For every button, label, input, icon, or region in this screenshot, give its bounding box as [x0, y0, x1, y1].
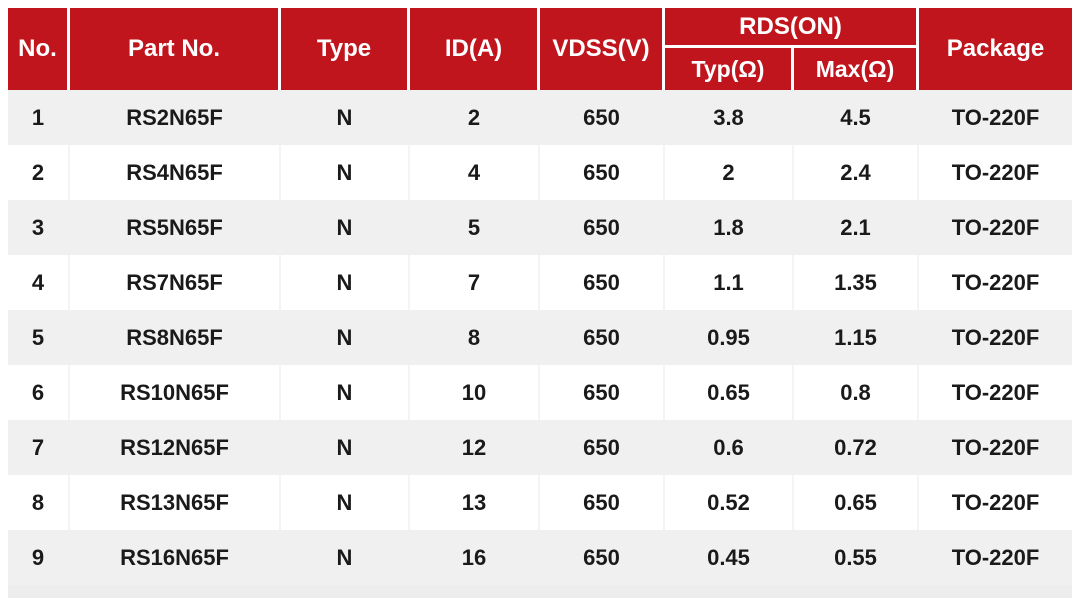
cell-rds-typ: 0.45 — [665, 530, 794, 585]
cell-part-no: RS7N65F — [70, 255, 281, 310]
cell-part-no: RS10N65F — [70, 365, 281, 420]
cell-vdss-v: 650 — [540, 420, 665, 475]
table-row: 7 RS12N65F N 12 650 0.6 0.72 TO-220F — [8, 420, 1072, 475]
mosfet-spec-table: No. Part No. Type ID(A) VDSS(V) RDS(ON) … — [8, 8, 1072, 585]
cell-vdss-v: 650 — [540, 200, 665, 255]
cell-no: 5 — [8, 310, 70, 365]
cell-rds-max: 0.72 — [794, 420, 919, 475]
cell-package: TO-220F — [919, 90, 1072, 145]
column-header-vdss-v: VDSS(V) — [540, 8, 665, 90]
cell-id-a: 16 — [410, 530, 540, 585]
cell-type: N — [281, 530, 410, 585]
cell-no: 4 — [8, 255, 70, 310]
cell-vdss-v: 650 — [540, 90, 665, 145]
cell-rds-max: 2.1 — [794, 200, 919, 255]
cell-rds-max: 0.55 — [794, 530, 919, 585]
cell-id-a: 13 — [410, 475, 540, 530]
cell-part-no: RS4N65F — [70, 145, 281, 200]
cell-package: TO-220F — [919, 200, 1072, 255]
table-row: 8 RS13N65F N 13 650 0.52 0.65 TO-220F — [8, 475, 1072, 530]
column-header-id-a: ID(A) — [410, 8, 540, 90]
cell-no: 3 — [8, 200, 70, 255]
cell-type: N — [281, 475, 410, 530]
cell-type: N — [281, 310, 410, 365]
cell-part-no: RS13N65F — [70, 475, 281, 530]
cell-rds-max: 0.8 — [794, 365, 919, 420]
cell-rds-typ: 1.1 — [665, 255, 794, 310]
cell-id-a: 8 — [410, 310, 540, 365]
cell-type: N — [281, 200, 410, 255]
cell-id-a: 4 — [410, 145, 540, 200]
cell-rds-max: 1.35 — [794, 255, 919, 310]
cell-rds-typ: 3.8 — [665, 90, 794, 145]
cell-rds-typ: 0.65 — [665, 365, 794, 420]
cell-package: TO-220F — [919, 475, 1072, 530]
cell-part-no: RS16N65F — [70, 530, 281, 585]
column-header-package: Package — [919, 8, 1072, 90]
cell-part-no: RS12N65F — [70, 420, 281, 475]
column-header-rds-on: RDS(ON) — [665, 8, 919, 48]
table-row: 5 RS8N65F N 8 650 0.95 1.15 TO-220F — [8, 310, 1072, 365]
column-header-type: Type — [281, 8, 410, 90]
cell-id-a: 5 — [410, 200, 540, 255]
cell-package: TO-220F — [919, 530, 1072, 585]
cell-rds-max: 1.15 — [794, 310, 919, 365]
cell-package: TO-220F — [919, 255, 1072, 310]
cell-part-no: RS2N65F — [70, 90, 281, 145]
cell-no: 8 — [8, 475, 70, 530]
cell-no: 7 — [8, 420, 70, 475]
table-row: 9 RS16N65F N 16 650 0.45 0.55 TO-220F — [8, 530, 1072, 585]
column-header-part-no: Part No. — [70, 8, 281, 90]
cropped-next-row-strip — [8, 585, 1072, 598]
cell-type: N — [281, 145, 410, 200]
cell-package: TO-220F — [919, 420, 1072, 475]
cell-type: N — [281, 255, 410, 310]
cell-type: N — [281, 90, 410, 145]
cell-rds-typ: 0.95 — [665, 310, 794, 365]
cell-no: 1 — [8, 90, 70, 145]
cell-package: TO-220F — [919, 310, 1072, 365]
cell-vdss-v: 650 — [540, 310, 665, 365]
cell-vdss-v: 650 — [540, 365, 665, 420]
cell-type: N — [281, 365, 410, 420]
cell-rds-max: 4.5 — [794, 90, 919, 145]
cell-id-a: 12 — [410, 420, 540, 475]
cell-rds-typ: 1.8 — [665, 200, 794, 255]
column-header-typ-ohm: Typ(Ω) — [665, 48, 794, 90]
table-row: 4 RS7N65F N 7 650 1.1 1.35 TO-220F — [8, 255, 1072, 310]
cell-id-a: 7 — [410, 255, 540, 310]
cell-part-no: RS8N65F — [70, 310, 281, 365]
table-header: No. Part No. Type ID(A) VDSS(V) RDS(ON) … — [8, 8, 1072, 90]
cell-rds-typ: 0.6 — [665, 420, 794, 475]
table-row: 2 RS4N65F N 4 650 2 2.4 TO-220F — [8, 145, 1072, 200]
cell-no: 6 — [8, 365, 70, 420]
cell-rds-typ: 2 — [665, 145, 794, 200]
table-row: 3 RS5N65F N 5 650 1.8 2.1 TO-220F — [8, 200, 1072, 255]
column-header-max-ohm: Max(Ω) — [794, 48, 919, 90]
cell-type: N — [281, 420, 410, 475]
table-row: 1 RS2N65F N 2 650 3.8 4.5 TO-220F — [8, 90, 1072, 145]
cell-part-no: RS5N65F — [70, 200, 281, 255]
cell-vdss-v: 650 — [540, 475, 665, 530]
cell-vdss-v: 650 — [540, 145, 665, 200]
cell-id-a: 10 — [410, 365, 540, 420]
cell-no: 2 — [8, 145, 70, 200]
table-row: 6 RS10N65F N 10 650 0.65 0.8 TO-220F — [8, 365, 1072, 420]
cell-rds-typ: 0.52 — [665, 475, 794, 530]
cell-rds-max: 0.65 — [794, 475, 919, 530]
table-body: 1 RS2N65F N 2 650 3.8 4.5 TO-220F 2 RS4N… — [8, 90, 1072, 585]
cell-vdss-v: 650 — [540, 255, 665, 310]
cell-package: TO-220F — [919, 365, 1072, 420]
cell-rds-max: 2.4 — [794, 145, 919, 200]
cell-id-a: 2 — [410, 90, 540, 145]
cell-package: TO-220F — [919, 145, 1072, 200]
column-header-no: No. — [8, 8, 70, 90]
cell-no: 9 — [8, 530, 70, 585]
cell-vdss-v: 650 — [540, 530, 665, 585]
